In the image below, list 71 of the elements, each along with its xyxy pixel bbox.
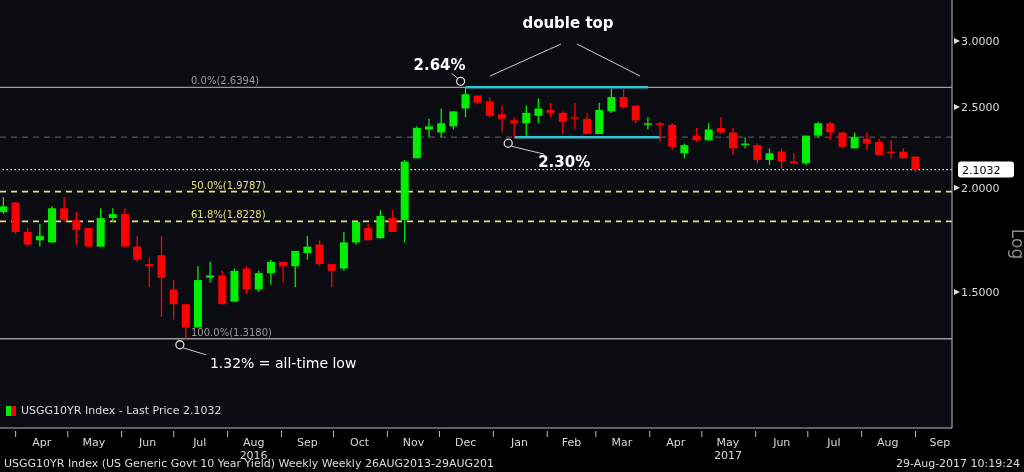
x-tick-label: Mar bbox=[611, 436, 633, 449]
ref-line-label: 0.0%(2.6394) bbox=[191, 75, 260, 87]
candlestick bbox=[753, 142, 762, 164]
x-tick-label: May bbox=[82, 436, 106, 449]
candlestick bbox=[729, 127, 738, 156]
candlestick bbox=[777, 147, 786, 170]
candlestick bbox=[619, 88, 628, 110]
candlestick bbox=[425, 118, 434, 138]
y-tick-label: 2.0000 bbox=[961, 181, 1000, 195]
y-tick-label: 1.5000 bbox=[961, 285, 1000, 299]
candlestick bbox=[656, 121, 665, 143]
x-tick-label: Dec bbox=[454, 436, 477, 449]
x-tick-label: Sep bbox=[929, 436, 951, 449]
candlestick bbox=[449, 110, 458, 131]
candlestick bbox=[315, 239, 324, 267]
text: 29-Aug-2017 10:19:24 bbox=[895, 457, 1020, 470]
candlestick bbox=[206, 261, 215, 284]
ref-line-label: 2.1032 bbox=[962, 163, 1001, 177]
x-tick-label: Jun bbox=[138, 436, 157, 449]
candlestick bbox=[643, 116, 652, 131]
candlestick bbox=[254, 270, 263, 293]
x-tick-label: Apr bbox=[32, 436, 52, 449]
candlestick bbox=[522, 104, 531, 137]
x-tick-label: Apr bbox=[666, 436, 686, 449]
y-tick-label: 2.5000 bbox=[961, 101, 1000, 115]
candlestick bbox=[169, 279, 178, 321]
legend-label: USGG10YR Index - Last Price 2.1032 bbox=[21, 404, 222, 417]
candlestick bbox=[376, 209, 385, 239]
candlestick bbox=[716, 116, 725, 135]
candlestick bbox=[266, 258, 275, 286]
candlestick bbox=[23, 227, 32, 248]
ref-line-label: 50.0%(1.9787) bbox=[191, 179, 266, 191]
candlestick bbox=[461, 86, 470, 118]
x-tick-label: Sep bbox=[297, 436, 318, 449]
x-tick-label: Nov bbox=[402, 436, 425, 449]
candlestick bbox=[668, 122, 677, 151]
y-axis-title: Log bbox=[1008, 228, 1024, 260]
candlestick bbox=[437, 107, 446, 138]
y-tick-label: 3.0000 bbox=[961, 35, 1000, 49]
candlestick bbox=[60, 196, 69, 223]
candlestick bbox=[607, 88, 616, 114]
candlestick bbox=[570, 102, 579, 131]
candlestick bbox=[35, 223, 44, 248]
candlestick bbox=[327, 263, 336, 288]
candlestick bbox=[534, 97, 543, 124]
candlestick bbox=[826, 121, 835, 142]
candlestick bbox=[181, 303, 190, 340]
x-tick-label: Feb bbox=[561, 436, 582, 449]
annotation: 2.30% bbox=[538, 153, 591, 172]
annotation: double top bbox=[522, 14, 614, 32]
candlestick bbox=[558, 110, 567, 135]
x-tick-label: May 2017 bbox=[713, 436, 742, 462]
candlestick bbox=[485, 96, 494, 118]
candlestick bbox=[291, 250, 300, 288]
x-tick-label: Jul bbox=[826, 436, 841, 449]
x-tick-label: Aug bbox=[876, 436, 899, 449]
candlestick bbox=[303, 235, 312, 261]
x-tick-label: Oct bbox=[350, 436, 370, 449]
candlestick bbox=[157, 235, 166, 318]
ref-line-label: 61.8%(1.8228) bbox=[191, 209, 266, 221]
annotation: 2.64% bbox=[413, 56, 466, 75]
annotation: 1.32% = all-time low bbox=[209, 354, 357, 371]
x-tick-label: Jun bbox=[772, 436, 791, 449]
candlestick bbox=[72, 211, 81, 246]
candlestick bbox=[133, 235, 142, 263]
ref-line-label: 100.0%(1.3180) bbox=[191, 326, 273, 338]
x-tick-label: Jul bbox=[192, 436, 207, 449]
candlestick bbox=[510, 116, 519, 138]
x-tick-label: Jan bbox=[509, 436, 528, 449]
candlestick bbox=[242, 265, 251, 295]
candlestick bbox=[497, 104, 506, 134]
